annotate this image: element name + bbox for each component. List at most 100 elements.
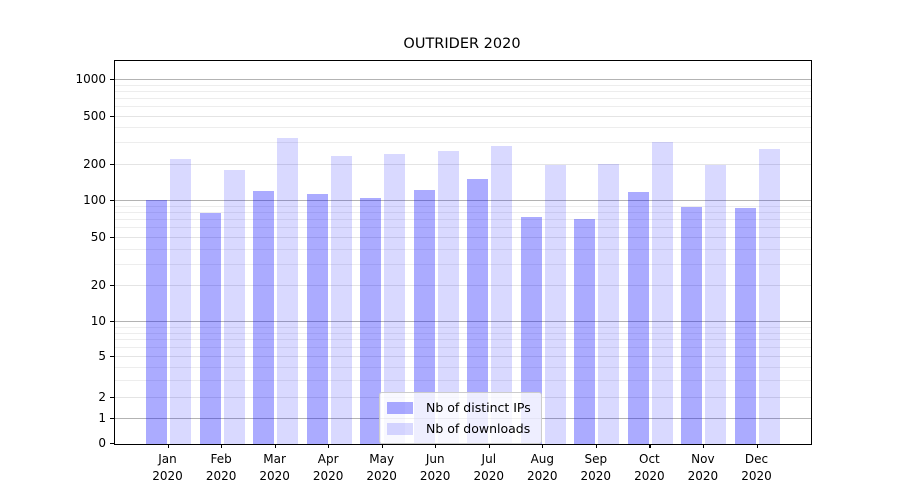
x-tick-nov [702, 444, 705, 448]
bar-downloads-aug [544, 165, 566, 444]
x-tick-label-jun: Jun 2020 [419, 452, 451, 483]
x-tick-sep [595, 444, 597, 448]
gridline-20 [115, 285, 811, 286]
minor-gridline-900 [115, 84, 811, 86]
y-tick-1 [110, 417, 114, 419]
bar-distinct-ips-mar [253, 190, 275, 444]
minor-gridline-90 [115, 205, 811, 207]
y-tick-200 [110, 163, 114, 165]
bar-distinct-ips-dec [735, 208, 756, 444]
y-tick-1000 [110, 79, 114, 81]
y-tick-label-10: 10 [90, 314, 106, 329]
minor-gridline-8 [115, 332, 811, 334]
minor-gridline-300 [115, 142, 811, 144]
y-tick-label-200: 200 [83, 156, 106, 171]
legend-swatch-downloads [387, 422, 413, 435]
y-tick-label-1: 1 [98, 410, 106, 425]
gridline-5 [115, 356, 811, 358]
minor-gridline-40 [115, 248, 811, 250]
x-tick-label-jul: Jul 2020 [473, 452, 505, 483]
minor-gridline-700 [115, 97, 811, 99]
gridline-200 [115, 163, 811, 165]
bar-distinct-ips-may [360, 197, 382, 444]
minor-gridline-9 [115, 326, 811, 328]
chart-title: OUTRIDER 2020 [403, 36, 521, 52]
bar-downloads-jun [437, 150, 459, 444]
y-tick-label-2: 2 [98, 389, 106, 404]
x-tick-may [381, 444, 383, 448]
minor-gridline-3 [115, 380, 811, 381]
minor-gridline-600 [115, 105, 811, 107]
x-tick-label-dec: Dec 2020 [741, 452, 772, 483]
y-tick-50 [110, 236, 114, 238]
x-tick-label-oct: Oct 2020 [634, 452, 665, 483]
minor-gridline-30 [115, 263, 811, 265]
x-tick-apr [328, 444, 330, 448]
plot-area: Nb of distinct IPs Nb of downloads [114, 60, 812, 445]
legend-entry-downloads: Nb of downloads [387, 420, 531, 437]
y-tick-10 [110, 321, 114, 323]
bar-distinct-ips-nov [681, 206, 703, 444]
x-tick-jan [167, 444, 169, 448]
legend: Nb of distinct IPs Nb of downloads [379, 392, 542, 444]
bar-downloads-mar [277, 138, 299, 444]
x-tick-aug [542, 444, 544, 448]
x-tick-jun [435, 444, 437, 448]
y-tick-100 [110, 200, 114, 202]
bar-downloads-nov [705, 165, 727, 444]
x-tick-label-nov: Nov 2020 [687, 452, 719, 483]
y-tick-label-0: 0 [98, 436, 106, 450]
y-tick-label-500: 500 [83, 108, 106, 123]
bar-downloads-oct [651, 142, 673, 444]
x-tick-label-mar: Mar 2020 [259, 452, 290, 483]
y-tick-label-5: 5 [98, 349, 106, 364]
y-tick-label-1000: 1000 [75, 72, 106, 86]
y-tick-label-20: 20 [90, 278, 106, 292]
x-tick-label-may: May 2020 [366, 452, 397, 483]
bar-downloads-feb [223, 170, 245, 444]
x-tick-jul [488, 444, 490, 448]
gridline-50 [115, 236, 811, 238]
gridline-1000 [115, 79, 811, 80]
y-tick-0 [110, 443, 114, 445]
x-tick-dec [756, 444, 758, 448]
y-tick-500 [110, 115, 114, 117]
minor-gridline-80 [115, 212, 811, 214]
bar-distinct-ips-aug [520, 216, 542, 444]
bar-downloads-dec [759, 149, 780, 444]
x-tick-mar [274, 444, 276, 448]
bar-distinct-ips-oct [627, 191, 649, 444]
minor-gridline-70 [115, 219, 811, 221]
minor-gridline-400 [115, 127, 811, 129]
y-tick-label-50: 50 [90, 229, 106, 244]
y-tick-2 [110, 396, 114, 398]
x-tick-label-feb: Feb 2020 [205, 452, 237, 483]
x-tick-label-aug: Aug 2020 [527, 452, 558, 483]
gridline-10 [115, 321, 811, 323]
legend-label-downloads: Nb of downloads [426, 421, 531, 436]
y-tick-label-100: 100 [83, 193, 106, 208]
bar-downloads-jan [170, 159, 191, 444]
x-tick-label-apr: Apr 2020 [312, 452, 344, 483]
legend-label-distinct-ips: Nb of distinct IPs [426, 400, 531, 415]
legend-entry-distinct-ips: Nb of distinct IPs [387, 399, 531, 416]
x-tick-label-sep: Sep 2020 [580, 452, 612, 483]
minor-gridline-4 [115, 366, 811, 368]
gridline-500 [115, 115, 811, 117]
bar-distinct-ips-jun [413, 190, 435, 444]
x-tick-oct [649, 444, 651, 448]
x-tick-label-jan: Jan 2020 [152, 452, 183, 483]
minor-gridline-60 [115, 227, 811, 229]
bar-distinct-ips-jul [467, 179, 489, 444]
bar-distinct-ips-sep [574, 218, 596, 444]
y-tick-5 [110, 356, 114, 358]
bar-distinct-ips-apr [306, 193, 328, 444]
bar-distinct-ips-jan [146, 200, 167, 444]
legend-swatch-distinct-ips [387, 401, 413, 414]
bar-distinct-ips-feb [199, 213, 221, 444]
x-tick-feb [221, 444, 223, 448]
bar-downloads-apr [330, 155, 352, 444]
y-tick-20 [110, 285, 114, 287]
gridline-100 [115, 200, 811, 202]
